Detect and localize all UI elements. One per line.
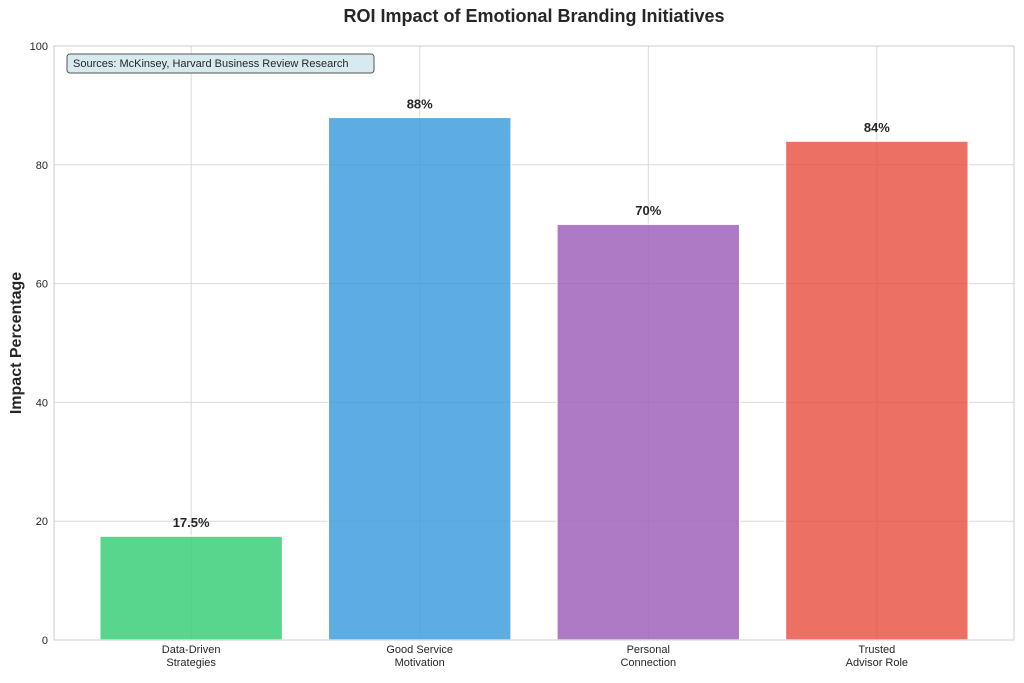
source-annotation: Sources: McKinsey, Harvard Business Revi…: [66, 53, 375, 74]
y-tick-label: 20: [36, 516, 48, 528]
x-tick-label: Trusted Advisor Role: [846, 644, 908, 669]
y-tick-label: 60: [36, 279, 48, 291]
x-tick-label: Personal Connection: [620, 644, 676, 669]
bar-value-label: 88%: [407, 96, 433, 111]
source-box: [66, 53, 375, 74]
y-tick-label: 100: [30, 41, 48, 53]
y-tick-label: 40: [36, 397, 48, 409]
bar-value-label: 17.5%: [173, 515, 210, 530]
plot-frame: [53, 45, 1015, 641]
plot-border: [53, 45, 1015, 641]
x-tick-label: Data-Driven Strategies: [162, 644, 221, 669]
x-tick-label: Good Service Motivation: [386, 644, 453, 669]
axis-ticks: 0 20 40 60 80 100 Data-Driven Strategies Good Se…: [30, 41, 908, 669]
y-axis-label: Impact Percentage: [8, 272, 25, 414]
y-tick-label: 0: [42, 635, 48, 647]
bar: [556, 223, 741, 641]
bar-value-label: 70%: [635, 203, 661, 218]
bars: [98, 116, 970, 641]
bar: [98, 535, 284, 641]
data-labels: 17.5% 88% 70% 84%: [173, 96, 891, 530]
chart-title: ROI Impact of Emotional Branding Initiat…: [343, 6, 724, 26]
y-tick-label: 80: [36, 160, 48, 172]
bar-value-label: 84%: [864, 120, 890, 135]
source-text: Sources: McKinsey, Harvard Business Revi…: [73, 58, 349, 70]
bar: [784, 140, 970, 641]
bar: [327, 116, 512, 641]
